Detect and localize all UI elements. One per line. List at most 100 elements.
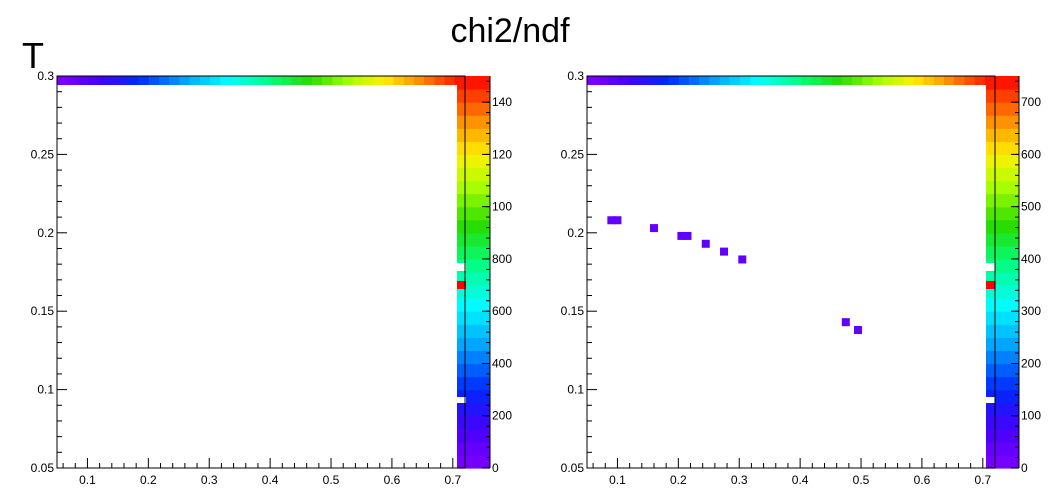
top-strip-cell: [312, 76, 323, 85]
colorbar-cell: [466, 194, 490, 208]
colorbar-tick-label: 700: [1021, 95, 1041, 109]
colorbar-cell: [466, 233, 490, 247]
top-strip-cell: [934, 76, 945, 85]
x-tick-label: 0.3: [731, 473, 748, 487]
top-strip-cell: [699, 76, 710, 85]
edge-cell: [986, 102, 995, 116]
top-strip-cell: [424, 76, 435, 85]
top-strip-cell: [67, 76, 78, 85]
top-strip-cell: [414, 76, 425, 85]
colorbar-cell: [995, 233, 1019, 247]
colorbar-tick-label: 140: [492, 95, 512, 109]
edge-cell: [986, 167, 995, 181]
edge-cell: [986, 194, 995, 208]
top-strip-cell: [760, 76, 771, 85]
edge-cell: [986, 377, 995, 391]
colorbar-cell: [466, 272, 490, 286]
x-tick-label: 0.1: [609, 473, 626, 487]
colorbar-tick-label: 600: [492, 304, 512, 318]
top-strip-cell: [597, 76, 608, 85]
top-strip-cell: [179, 76, 190, 85]
colorbar-cell: [466, 429, 490, 443]
heatmap-cell: [720, 248, 728, 256]
colorbar-tick-label: 400: [1021, 252, 1041, 266]
top-strip-cell: [618, 76, 629, 85]
top-strip-cell: [88, 76, 99, 85]
y-tick-label: 0.1: [567, 383, 584, 397]
x-tick-label: 0.7: [974, 473, 991, 487]
top-strip-cell: [913, 76, 924, 85]
colorbar-tick-label: 0: [1021, 461, 1028, 475]
top-strip-cell: [322, 76, 333, 85]
top-strip-cell: [190, 76, 201, 85]
edge-cell: [986, 403, 995, 417]
x-tick-label: 0.6: [384, 473, 401, 487]
edge-gap: [986, 397, 995, 403]
colorbar-cell: [995, 141, 1019, 155]
colorbar-cell: [995, 220, 1019, 234]
y-tick-label: 0.05: [31, 461, 55, 475]
top-strip-cell: [394, 76, 405, 85]
top-strip-cell: [852, 76, 863, 85]
colorbar-cell: [995, 350, 1019, 364]
edge-cell: [986, 207, 995, 221]
colorbar-cell: [995, 128, 1019, 142]
top-strip-cell: [292, 76, 303, 85]
colorbar-tick-label: 800: [492, 252, 512, 266]
colorbar-cell: [466, 154, 490, 168]
colorbar-cell: [466, 403, 490, 417]
colorbar-cell: [995, 429, 1019, 443]
colorbar-tick-label: 400: [492, 356, 512, 370]
y-tick-label: 0.3: [567, 69, 584, 83]
colorbar-cell: [466, 259, 490, 273]
top-strip-cell: [363, 76, 374, 85]
x-tick-label: 0.5: [323, 473, 340, 487]
colorbar-cell: [466, 377, 490, 391]
top-strip-cell: [669, 76, 680, 85]
heatmap-cell: [854, 326, 862, 334]
y-tick-label: 0.1: [37, 383, 54, 397]
x-tick-label: 0.4: [792, 473, 809, 487]
top-strip-cell: [975, 76, 986, 85]
top-strip-cell: [220, 76, 231, 85]
top-strip-cell: [628, 76, 639, 85]
colorbar-cell: [466, 220, 490, 234]
top-strip-cell: [720, 76, 731, 85]
colorbar-cell: [466, 76, 490, 90]
colorbar-cell: [995, 207, 1019, 221]
figure-title: chi2/ndf: [450, 12, 570, 50]
colorbar-cell: [466, 89, 490, 103]
colorbar-cell: [995, 194, 1019, 208]
top-strip-cell: [383, 76, 394, 85]
edge-cell: [986, 455, 995, 469]
top-strip-cell: [832, 76, 843, 85]
edge-cell: [986, 128, 995, 142]
edge-cell: [986, 233, 995, 247]
colorbar-cell: [466, 350, 490, 364]
edge-cell: [986, 442, 995, 456]
colorbar-cell: [995, 442, 1019, 456]
top-strip-cell: [241, 76, 252, 85]
x-tick-label: 0.4: [262, 473, 279, 487]
colorbar-cell: [466, 285, 490, 299]
top-strip-cell: [404, 76, 415, 85]
x-tick-label: 0.6: [914, 473, 931, 487]
colorbar-cell: [995, 311, 1019, 325]
edge-cell: [986, 154, 995, 168]
top-strip-cell: [893, 76, 904, 85]
colorbar-cell: [995, 102, 1019, 116]
colorbar-cell: [466, 363, 490, 377]
edge-cell: [986, 416, 995, 430]
heatmap-cell: [842, 318, 850, 326]
top-strip-cell: [862, 76, 873, 85]
top-strip-cell: [445, 76, 456, 85]
top-strip-cell: [648, 76, 659, 85]
top-strip-cell: [434, 76, 445, 85]
x-tick-label: 0.7: [444, 473, 461, 487]
colorbar-tick-label: 100: [492, 200, 512, 214]
colorbar-cell: [995, 89, 1019, 103]
colorbar-cell: [466, 181, 490, 195]
top-strip-cell: [964, 76, 975, 85]
top-strip-cell: [271, 76, 282, 85]
